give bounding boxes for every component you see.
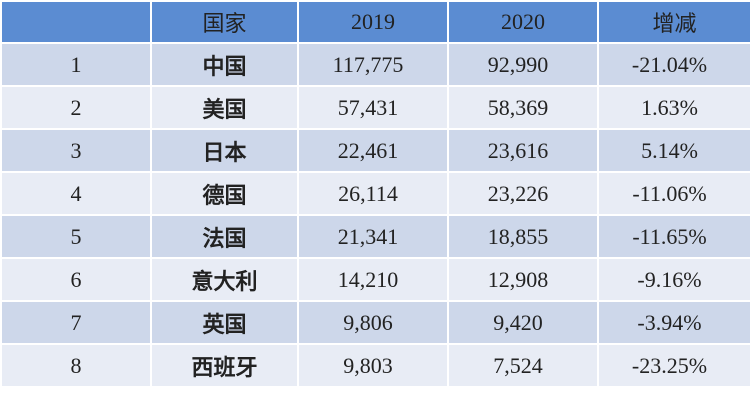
table-cell: 1: [0, 42, 152, 87]
table-cell: 21,341: [297, 214, 449, 259]
table-row: 8 西班牙 9,803 7,524 -23.25%: [0, 343, 750, 388]
table-cell: 法国: [150, 214, 299, 259]
table-cell: 58,369: [447, 85, 599, 130]
table-row: 5 法国 21,341 18,855 -11.65%: [0, 214, 750, 259]
table-row: 7 英国 9,806 9,420 -3.94%: [0, 300, 750, 345]
table-row: 1 中国 117,775 92,990 -21.04%: [0, 42, 750, 87]
table-header: 国家 2019 2020 增减: [0, 0, 750, 44]
table-cell: 5: [0, 214, 152, 259]
table-cell: 8: [0, 343, 152, 388]
table-row: 2 美国 57,431 58,369 1.63%: [0, 85, 750, 130]
table-row: 6 意大利 14,210 12,908 -9.16%: [0, 257, 750, 302]
table-cell: -21.04%: [597, 42, 750, 87]
table-cell: 意大利: [150, 257, 299, 302]
table-cell: 4: [0, 171, 152, 216]
table-cell: 23,226: [447, 171, 599, 216]
table-row: 3 日本 22,461 23,616 5.14%: [0, 128, 750, 173]
header-cell: 增减: [597, 0, 750, 44]
table-cell: -11.06%: [597, 171, 750, 216]
table-cell: 3: [0, 128, 152, 173]
table-cell: -9.16%: [597, 257, 750, 302]
table-cell: -23.25%: [597, 343, 750, 388]
table-cell: 117,775: [297, 42, 449, 87]
table-cell: 德国: [150, 171, 299, 216]
table-cell: 西班牙: [150, 343, 299, 388]
table-cell: -3.94%: [597, 300, 750, 345]
table-cell: 26,114: [297, 171, 449, 216]
data-table: 国家 2019 2020 增减 1 中国 117,775 92,990 -21.04% 2 美国 5…: [0, 0, 750, 388]
table-cell: 7,524: [447, 343, 599, 388]
table-cell: 14,210: [297, 257, 449, 302]
table-body: 1 中国 117,775 92,990 -21.04% 2 美国 57,431 58,369 1.…: [0, 42, 750, 388]
table-cell: 57,431: [297, 85, 449, 130]
table-row: 4 德国 26,114 23,226 -11.06%: [0, 171, 750, 216]
header-cell: 2019: [297, 0, 449, 44]
table-cell: 92,990: [447, 42, 599, 87]
table-cell: 7: [0, 300, 152, 345]
table-cell: 23,616: [447, 128, 599, 173]
table-cell: 美国: [150, 85, 299, 130]
table-cell: 2: [0, 85, 152, 130]
table-cell: 中国: [150, 42, 299, 87]
table-cell: 日本: [150, 128, 299, 173]
table-cell: 18,855: [447, 214, 599, 259]
table-cell: 1.63%: [597, 85, 750, 130]
table-cell: 9,803: [297, 343, 449, 388]
table-cell: 22,461: [297, 128, 449, 173]
header-cell: 2020: [447, 0, 599, 44]
table-cell: 英国: [150, 300, 299, 345]
header-row: 国家 2019 2020 增减: [0, 0, 750, 44]
table-cell: 9,420: [447, 300, 599, 345]
table-cell: 9,806: [297, 300, 449, 345]
table-cell: 6: [0, 257, 152, 302]
header-cell: 国家: [150, 0, 299, 44]
table-cell: -11.65%: [597, 214, 750, 259]
table-cell: 12,908: [447, 257, 599, 302]
header-cell: [0, 0, 152, 44]
table-cell: 5.14%: [597, 128, 750, 173]
